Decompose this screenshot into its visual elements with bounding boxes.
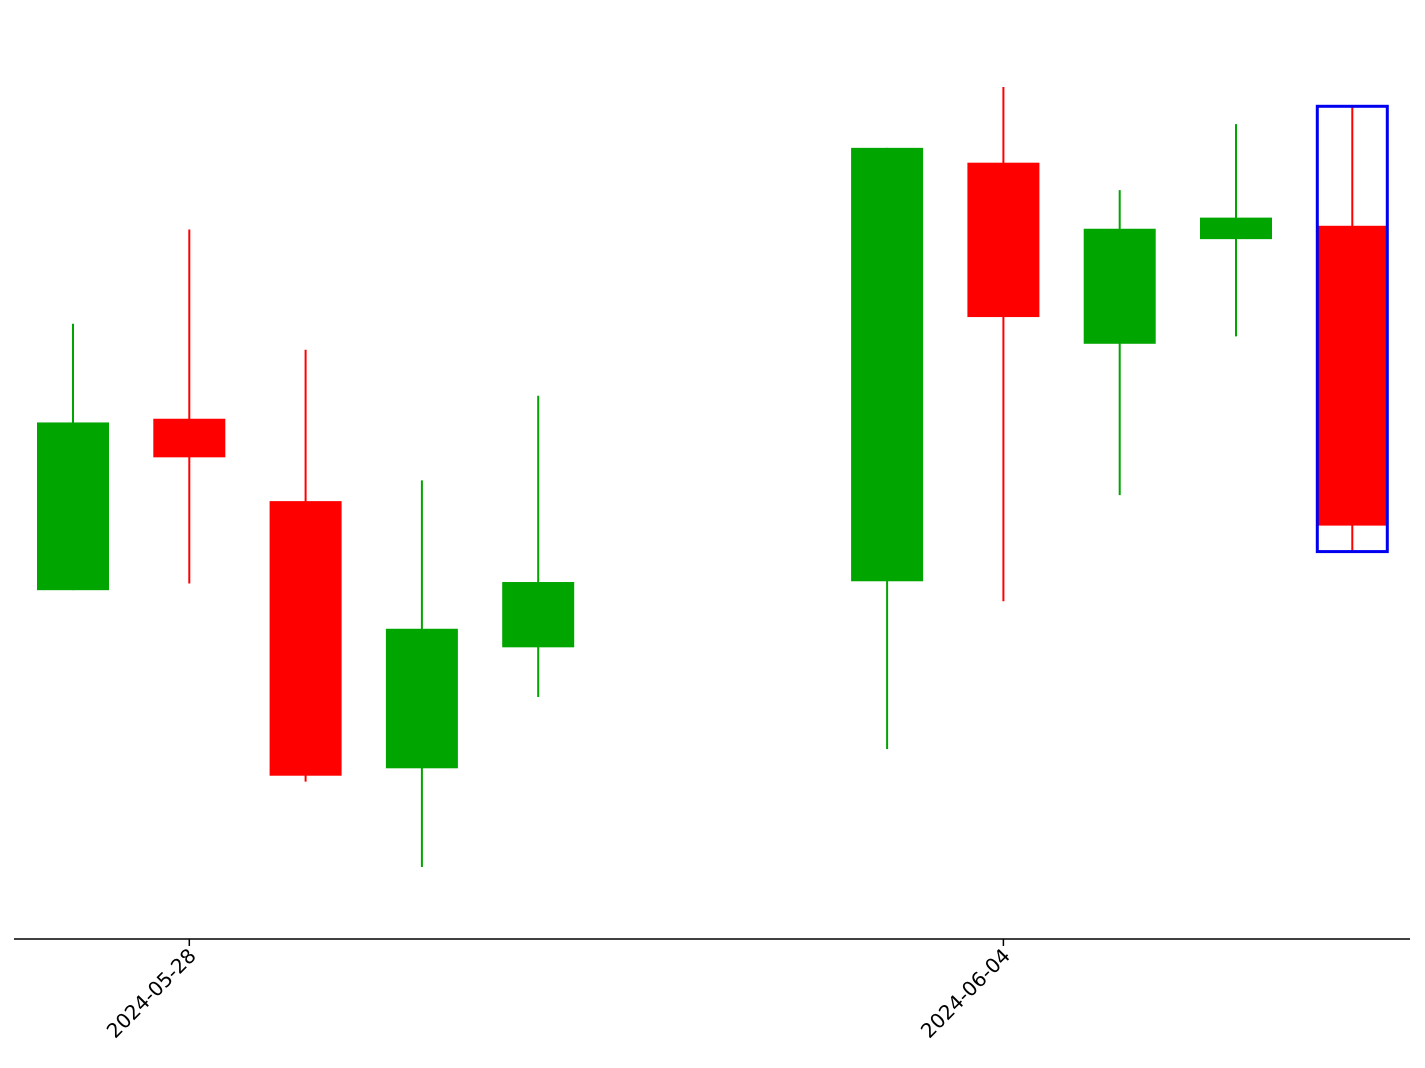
candle-body — [270, 501, 342, 776]
candle-body — [967, 163, 1039, 317]
candle-body — [851, 148, 923, 581]
candle-body — [37, 422, 109, 590]
x-ticks-group: 2024-05-28 2024-06-04 — [102, 939, 1015, 1043]
x-tick-label: 2024-05-28 — [102, 944, 201, 1043]
candle-body — [1084, 229, 1156, 344]
x-tick-label: 2024-06-04 — [916, 944, 1015, 1043]
candle-body — [153, 419, 225, 458]
candle-body — [386, 629, 458, 769]
candles-group — [37, 87, 1388, 867]
candle-body — [1316, 226, 1388, 526]
candle-body — [1200, 218, 1272, 240]
candle-body — [502, 582, 574, 647]
